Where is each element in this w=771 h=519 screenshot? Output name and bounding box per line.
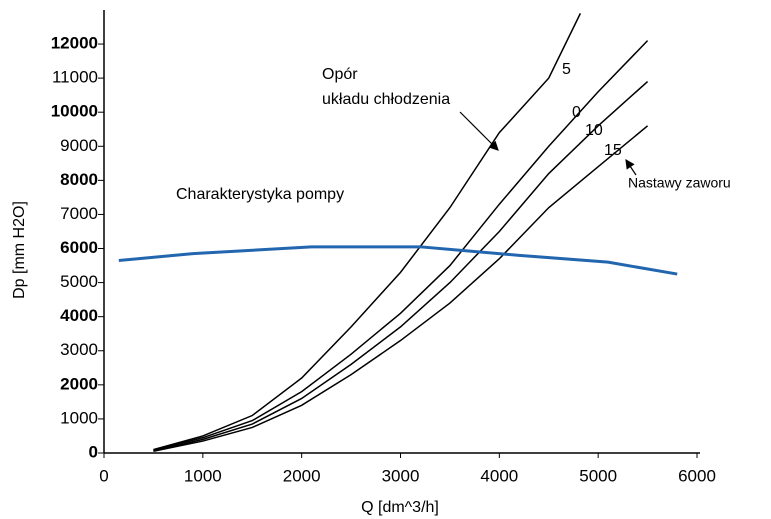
series-line [153, 125, 649, 453]
y-tick-label: 5000 [60, 272, 98, 291]
y-tick-label: 3000 [60, 340, 98, 359]
y-tick-label: 6000 [60, 238, 98, 257]
y-tick-label: 4000 [60, 306, 98, 325]
annotation: Opór [322, 66, 358, 83]
y-tick-label: 10000 [51, 102, 98, 121]
series-line [153, 13, 582, 451]
x-tick-label: 3000 [382, 466, 420, 485]
series-label: 0 [572, 104, 581, 121]
annotation: Nastawy zaworu [628, 175, 731, 191]
y-tick-label: 11000 [52, 68, 98, 87]
y-tick-label: 2000 [60, 374, 98, 393]
y-tick-label: 12000 [51, 34, 98, 53]
y-tick-label: 1000 [60, 408, 98, 427]
x-tick-label: 5000 [579, 466, 617, 485]
y-tick-label: 9000 [60, 136, 98, 155]
series-label: 10 [585, 122, 603, 139]
annotation-arrow [625, 159, 637, 176]
series-label: Charakterystyka pompy [176, 186, 344, 203]
y-axis-label: Dp [mm H2O] [11, 201, 28, 299]
x-tick-label: 6000 [678, 466, 716, 485]
series-line [153, 80, 649, 452]
series-line [118, 245, 678, 276]
series-line [153, 40, 649, 452]
x-tick-label: 1000 [184, 466, 222, 485]
x-axis-label: Q [dm^3/h] [361, 499, 439, 516]
x-tick-label: 2000 [283, 466, 321, 485]
y-tick-label: 7000 [60, 204, 98, 223]
x-tick-label: 4000 [480, 466, 518, 485]
series-label: 5 [562, 61, 571, 78]
annotation: układu chłodzenia [322, 91, 450, 108]
y-tick-label: 8000 [60, 170, 98, 189]
y-tick-label: 0 [89, 442, 98, 461]
series-label: 15 [604, 142, 622, 159]
x-tick-label: 0 [99, 466, 108, 485]
